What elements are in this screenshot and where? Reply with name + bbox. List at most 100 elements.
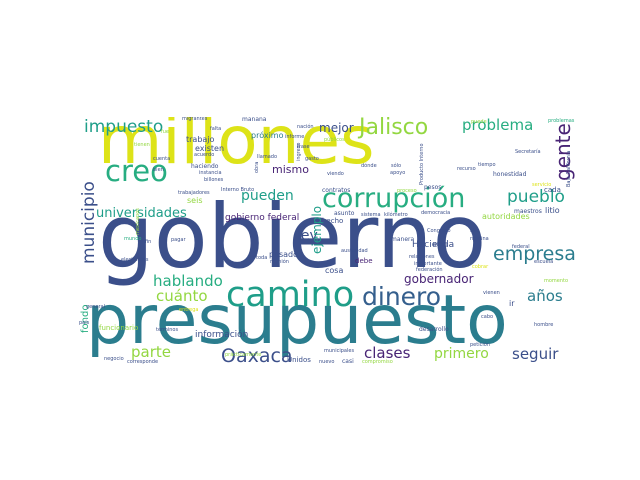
word-apoyo: apoyo (390, 170, 406, 176)
word-mejor: mejor (319, 121, 354, 135)
word-reunion: reunión (270, 259, 289, 265)
word-pueblo: pueblo (507, 187, 565, 207)
word-cada: cada (544, 186, 561, 194)
word-nomina: nómina (470, 236, 489, 242)
word-impuesto: impuesto (84, 117, 164, 137)
word-congreso: Congreso (427, 228, 451, 234)
word-gobernador: gobernador (404, 272, 474, 286)
word-contratos: contratos (322, 187, 351, 194)
word-gasto: gasto (305, 156, 319, 162)
word-toda: toda (256, 255, 268, 261)
word-cuanto: cuánto (156, 287, 208, 305)
word-instancia: instancia (199, 170, 222, 176)
word-honestidad: honestidad (493, 171, 527, 178)
word-oaxaca: Oaxaca (221, 345, 293, 367)
word-terminos: términos (156, 327, 179, 333)
word-bien: bien (153, 167, 164, 173)
word-asunto: asunto (334, 210, 355, 217)
word-nuevo: nuevo (319, 359, 335, 365)
word-pais: país (79, 320, 90, 326)
word-pueden: pueden (241, 188, 294, 204)
word-universidades: universidades (96, 206, 187, 221)
word-migrantes: migrantes (182, 117, 208, 122)
word-publicos: públicos (324, 137, 345, 143)
word-cobrar: cobrar (472, 264, 489, 270)
word-gobierno: gobierno (98, 185, 487, 288)
word-peticion: petición (470, 342, 490, 348)
word-federal: federal (512, 244, 530, 250)
word-hacienda: Hacienda (412, 240, 455, 250)
word-trabajadores: trabajadores (178, 190, 210, 196)
word-llamado: llamado (257, 154, 278, 160)
word-ley: ley (297, 228, 318, 244)
word-presupuesto: presupuesto (86, 281, 508, 360)
word-proximo: próximo (251, 131, 284, 140)
word-ir: ir (509, 299, 515, 308)
word-viendo: viendo (327, 171, 344, 177)
word-cosa: cosa (325, 266, 344, 275)
word-seguir: seguir (512, 345, 559, 363)
word-hombre: hombre (534, 322, 554, 328)
word-desarrollo: desarrollo (419, 326, 449, 333)
word-kilometro: kilómetro (384, 212, 408, 218)
word-pesos: pesos (424, 184, 442, 191)
word-seis: seis (187, 196, 203, 205)
word-entrega: entrega (179, 307, 199, 313)
word-jalisco: Jalisco (359, 117, 429, 140)
word-mexicanos: mexicanos (135, 208, 141, 235)
word-autoridades: autoridades (482, 212, 530, 221)
word-nacion: nación (297, 124, 314, 130)
word-pagar: pagar (171, 237, 186, 243)
word-manana: mañana (242, 117, 267, 123)
word-donde: dónde (361, 163, 377, 169)
word-puede: puede (471, 119, 487, 125)
word-funcionario: funcionario (99, 324, 139, 332)
word-parte: parte (131, 343, 171, 361)
word-municipio: municipio (79, 181, 99, 264)
word-ejemplo: ejemplo (310, 205, 324, 254)
word-falta: falta (210, 126, 222, 132)
word-municipales: municipales (324, 348, 355, 354)
word-dinero: dinero (362, 282, 442, 311)
word-casi: casi (342, 358, 354, 365)
word-creo: creo (105, 154, 168, 188)
word-manera: manera (391, 236, 415, 243)
word-cloud: millones gobierno presupuesto camino cor… (79, 117, 581, 368)
word-recurso: recurso (457, 166, 476, 172)
word-importante: importante (414, 261, 442, 267)
word-fin: fin (145, 239, 152, 245)
word-fue: fue (161, 129, 170, 135)
word-producto-interno: Producto Interno (419, 143, 425, 185)
word-baja-california: Baja California (566, 150, 572, 187)
word-compromiso: compromiso (362, 359, 393, 365)
word-biden: Biden (433, 242, 448, 248)
word-empresa: empresa (493, 243, 576, 265)
word-tienen: tienen (134, 142, 150, 148)
word-tiempo: tiempo (478, 162, 496, 168)
word-acuerdo: acuerdo (194, 152, 215, 158)
word-cuenta: cuenta (153, 156, 171, 162)
word-informe: informe (285, 134, 305, 140)
word-gobierno-federal: gobierno federal (225, 213, 300, 223)
word-sistema: sistema (361, 212, 381, 218)
word-billones: billones (204, 177, 224, 183)
word-practicamente: prácticamente (225, 352, 262, 358)
word-obra: obra (254, 161, 260, 173)
word-negocio: negocio (104, 356, 124, 362)
word-debe: debe (355, 257, 373, 265)
word-secretaria: Secretaría (515, 149, 541, 155)
word-primero: primero (434, 346, 489, 362)
word-momento: momento (544, 278, 569, 284)
word-federacion: federación (416, 267, 443, 273)
word-unidos: Unidos (287, 356, 311, 364)
word-hablando: hablando (153, 272, 223, 290)
word-maestros: maestros (514, 208, 542, 215)
word-austeridad: austeridad (341, 248, 368, 254)
word-solo: sólo (391, 163, 402, 169)
word-problema: problema (462, 117, 534, 134)
word-mismo: mismo (272, 163, 309, 176)
word-interno-bruto: Interno Bruto (221, 187, 255, 193)
word-vienen: vienen (483, 290, 500, 296)
word-informacion: información (195, 330, 249, 340)
